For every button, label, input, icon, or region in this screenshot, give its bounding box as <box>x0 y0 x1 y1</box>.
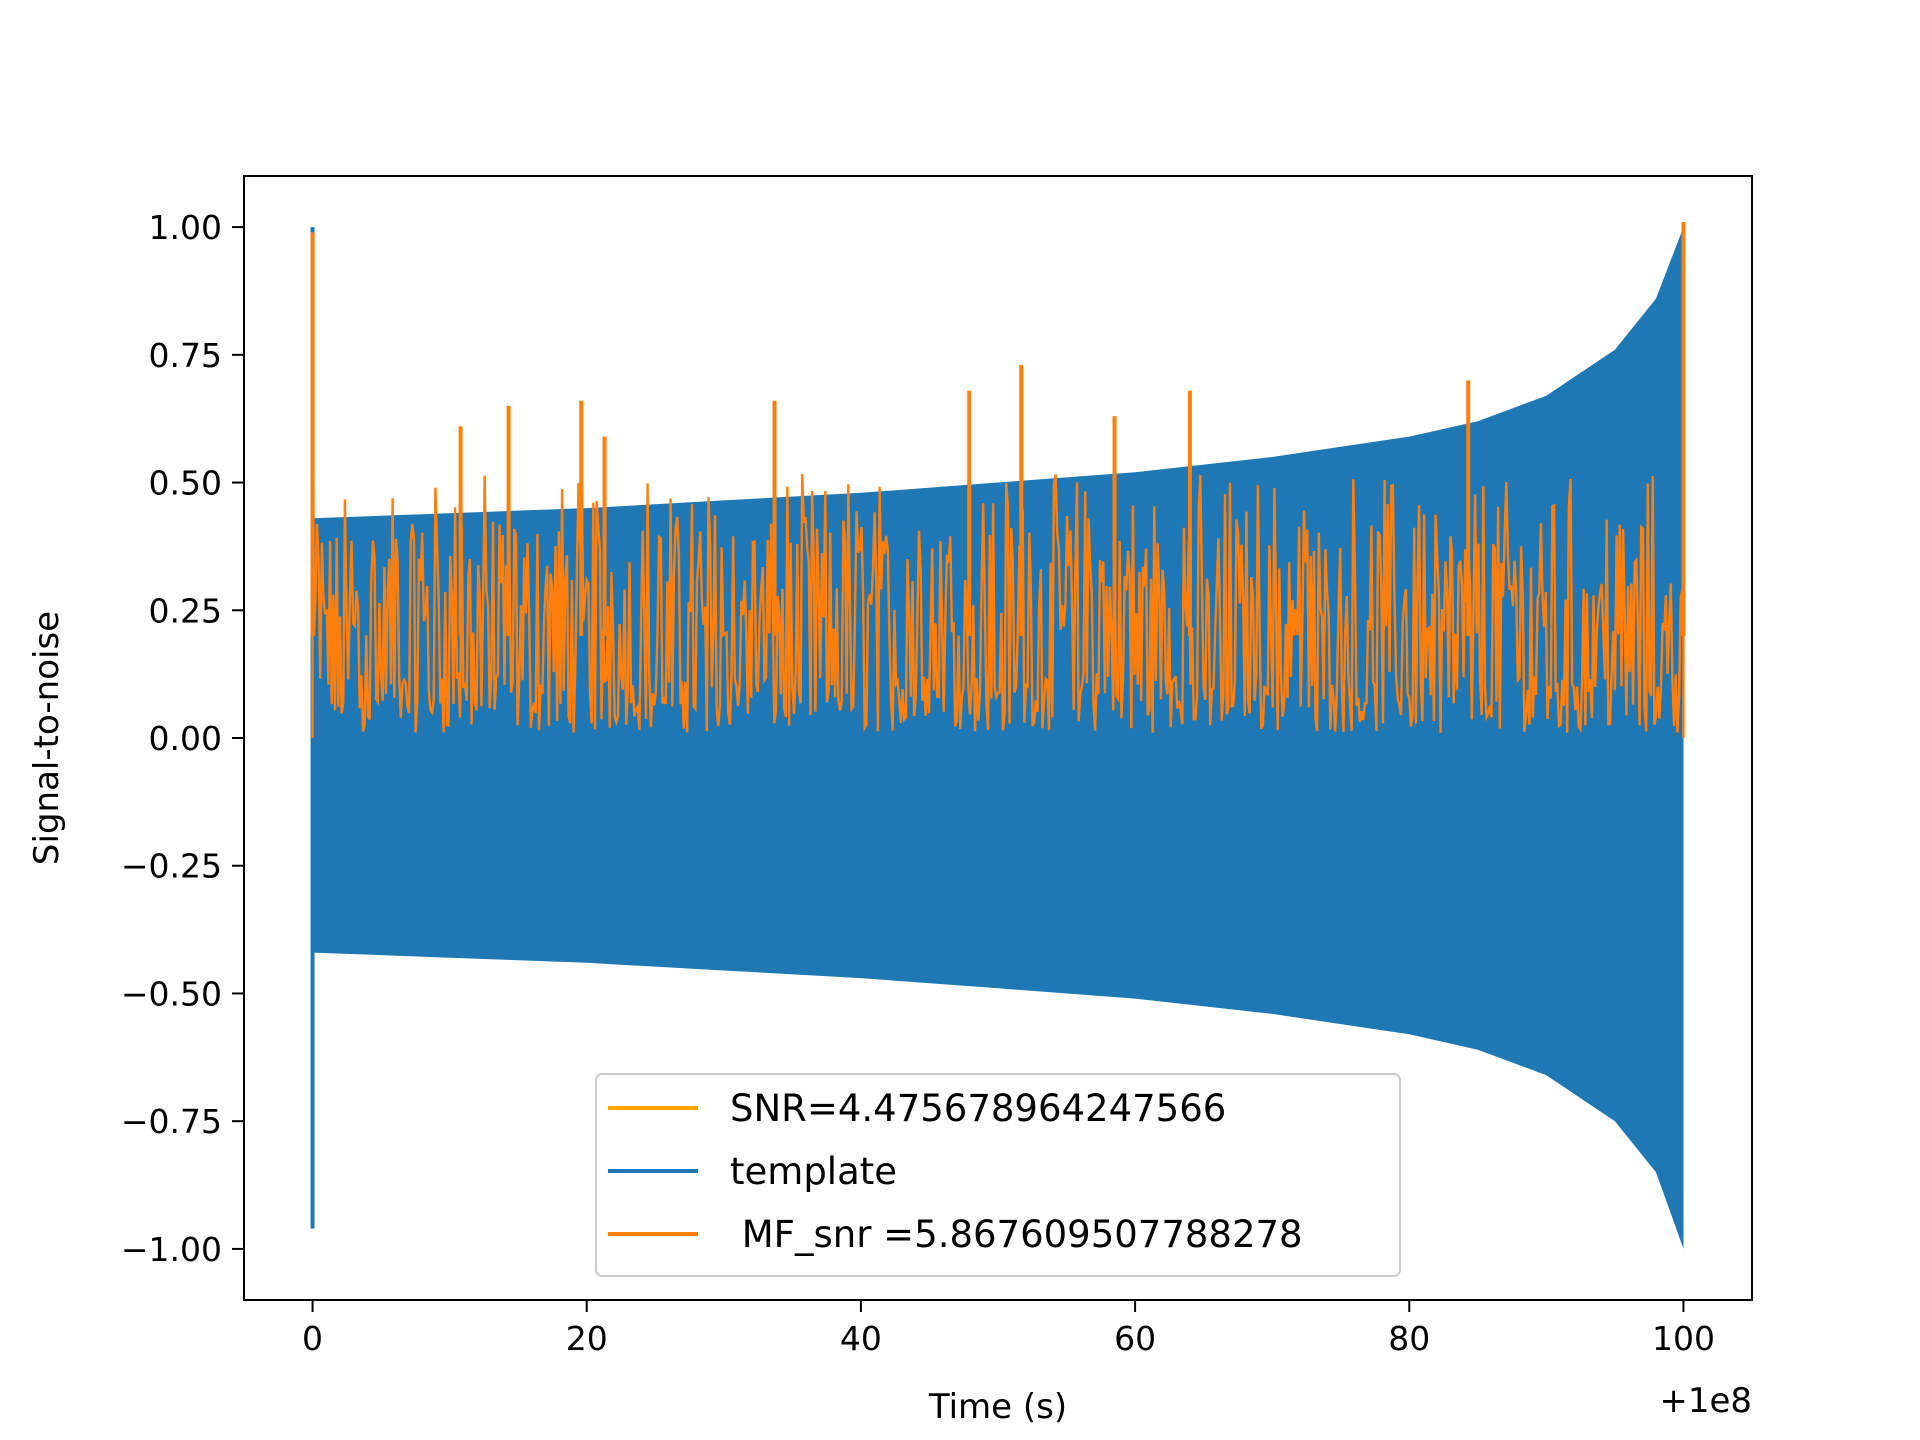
legend-box <box>595 1073 1401 1277</box>
mf-snr-line <box>311 222 1685 738</box>
x-tick-label: 60 <box>1114 1319 1156 1358</box>
x-axis: 0 20 40 60 80 100 <box>302 1300 1715 1358</box>
y-tick-label: −0.50 <box>121 974 222 1013</box>
y-tick-label: 1.00 <box>149 208 222 247</box>
legend: SNR=4.475678964247566 template MF_snr =5… <box>595 1073 1401 1277</box>
legend-entry-mf-snr: MF_snr =5.867609507788278 <box>608 1213 1303 1256</box>
x-axis-label: Time (s) <box>928 1387 1067 1427</box>
y-tick-label: −0.75 <box>121 1102 222 1141</box>
x-tick-label: 80 <box>1388 1319 1430 1358</box>
template-band <box>313 227 1684 1249</box>
y-axis-label: Signal-to-noise <box>27 611 67 865</box>
y-tick-label: 0.25 <box>149 591 222 630</box>
legend-label-mf-snr: MF_snr =5.867609507788278 <box>730 1213 1303 1256</box>
y-tick-label: −0.25 <box>121 847 222 886</box>
y-tick-label: 0.50 <box>149 464 222 503</box>
x-offset-label: +1e8 <box>1659 1381 1752 1421</box>
x-tick-label: 20 <box>566 1319 608 1358</box>
x-tick-label: 100 <box>1652 1319 1715 1358</box>
x-tick-label: 0 <box>302 1319 323 1358</box>
legend-label-snr: SNR=4.475678964247566 <box>730 1087 1226 1130</box>
x-tick-label: 40 <box>840 1319 882 1358</box>
y-tick-label: −1.00 <box>121 1230 222 1269</box>
y-tick-label: 0.75 <box>149 336 222 375</box>
plot-area <box>310 221 1686 1249</box>
y-axis: 1.00 0.75 0.50 0.25 0.00 −0.25 −0.50 −0.75 −1.00 <box>121 208 244 1269</box>
legend-entry-snr: SNR=4.475678964247566 <box>608 1087 1226 1130</box>
y-tick-label: 0.00 <box>149 719 222 758</box>
legend-entry-template: template <box>608 1150 897 1193</box>
legend-label-template: template <box>730 1150 897 1193</box>
